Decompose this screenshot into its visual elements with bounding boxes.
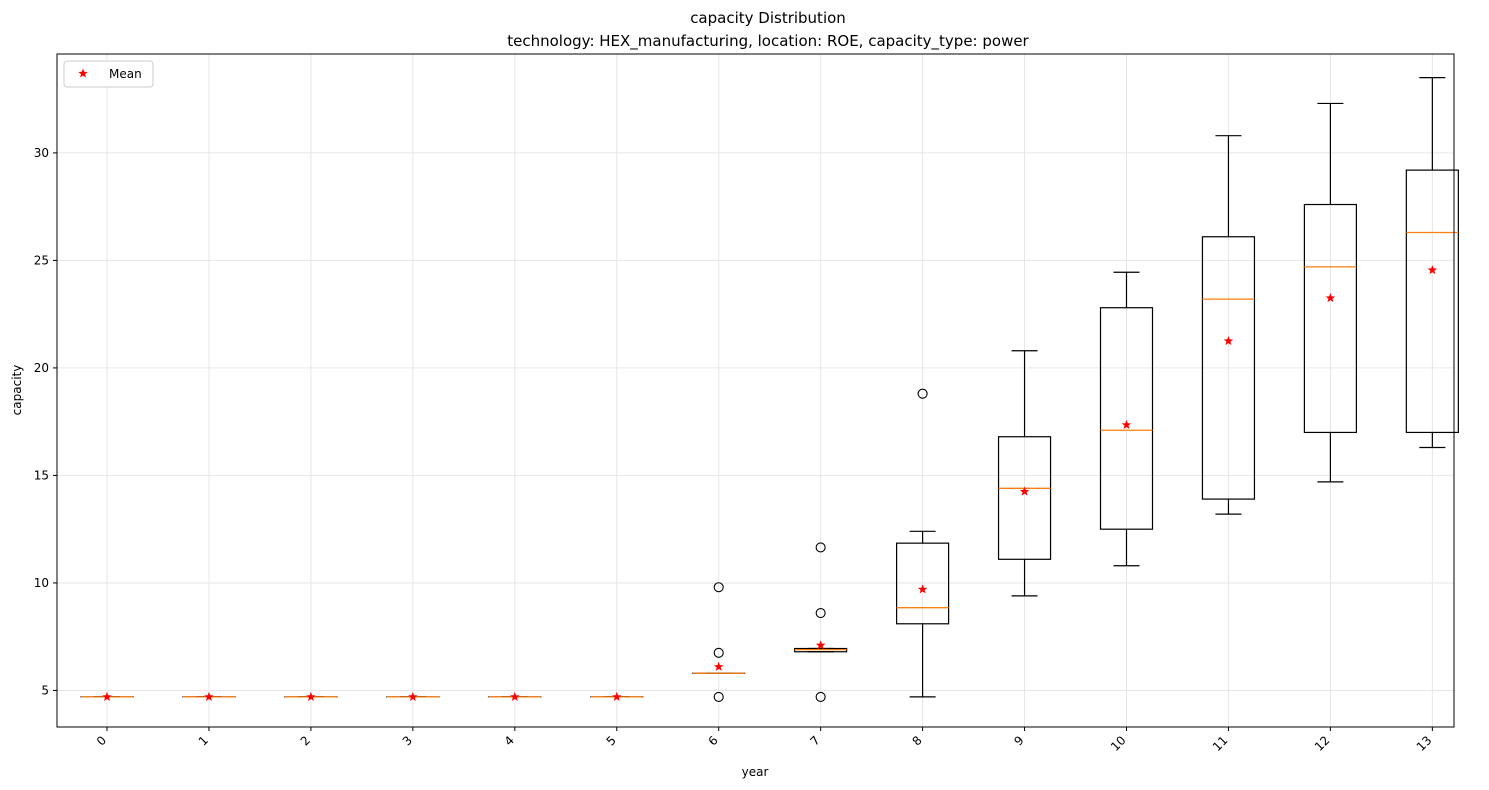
box-9 (997, 350, 1052, 597)
y-tick-label: 25 (34, 253, 49, 267)
box-10 (1099, 271, 1154, 567)
x-axis-label: year (742, 765, 769, 779)
iqr-box (1405, 169, 1459, 434)
mean-marker (408, 691, 418, 701)
box-11 (1201, 135, 1256, 515)
outlier-point (713, 582, 724, 593)
x-tick-label: 2 (298, 733, 313, 748)
x-tick-label: 4 (502, 733, 517, 748)
outlier-point (815, 691, 826, 702)
box-1 (182, 691, 236, 701)
mean-marker (1325, 293, 1336, 303)
mean-marker (510, 691, 520, 701)
mean-marker (1121, 419, 1132, 429)
y-tick-label: 5 (41, 683, 49, 697)
iqr-box (997, 436, 1052, 560)
mean-marker (204, 691, 214, 701)
mean-marker (713, 661, 724, 671)
mean-marker (917, 584, 928, 594)
box-2 (284, 691, 338, 701)
chart-title: capacity Distribution (690, 9, 846, 27)
x-tick-label: 1 (196, 733, 211, 748)
x-tick-label: 3 (400, 733, 415, 748)
y-axis-ticks: 5 10 15 20 25 30 (34, 146, 57, 697)
y-tick-label: 10 (34, 576, 49, 590)
x-tick-label: 5 (604, 733, 619, 748)
box-4 (488, 691, 542, 701)
legend-mean-star-icon (78, 68, 88, 78)
iqr-box (1099, 307, 1154, 530)
x-tick-label: 13 (1414, 733, 1435, 754)
x-tick-label: 11 (1210, 733, 1231, 754)
box-8 (895, 388, 950, 698)
box-6 (692, 582, 746, 702)
boxes (80, 77, 1459, 702)
mean-marker (1019, 486, 1030, 496)
box-5 (590, 691, 644, 701)
x-tick-label: 7 (807, 733, 822, 748)
outlier-point (713, 691, 724, 702)
mean-marker (1427, 265, 1438, 275)
mean-marker (306, 691, 316, 701)
box-7 (794, 542, 848, 702)
box-13 (1405, 77, 1459, 449)
iqr-box (1201, 236, 1256, 500)
x-tick-label: 0 (94, 733, 109, 748)
legend: Mean (63, 60, 154, 88)
x-tick-label: 10 (1108, 733, 1129, 754)
legend-label-mean: Mean (109, 67, 142, 81)
mean-marker (611, 691, 622, 701)
y-tick-label: 30 (34, 146, 49, 160)
plot-area-frame (56, 53, 1455, 728)
mean-marker (102, 691, 112, 701)
y-axis-label: capacity (10, 365, 24, 416)
mean-marker (815, 640, 826, 650)
grid (57, 54, 1454, 727)
x-tick-label: 8 (909, 733, 924, 748)
chart-subtitle: technology: HEX_manufacturing, location:… (507, 32, 1029, 51)
iqr-box (1303, 203, 1358, 434)
y-tick-label: 20 (34, 361, 49, 375)
box-0 (80, 691, 134, 701)
x-tick-label: 6 (706, 733, 721, 748)
x-axis-ticks: 0 1 2 3 4 5 6 7 8 9 10 11 12 13 (94, 727, 1435, 754)
x-tick-label: 12 (1312, 733, 1333, 754)
x-tick-label: 9 (1011, 733, 1026, 748)
outlier-point (917, 388, 928, 399)
box-12 (1303, 102, 1358, 483)
mean-marker (1223, 336, 1234, 346)
y-tick-label: 15 (34, 468, 49, 482)
box-3 (386, 691, 440, 701)
legend-frame (63, 60, 154, 88)
outlier-point (713, 647, 724, 658)
iqr-box (895, 542, 950, 625)
outlier-point (815, 607, 826, 619)
outlier-point (815, 542, 826, 553)
